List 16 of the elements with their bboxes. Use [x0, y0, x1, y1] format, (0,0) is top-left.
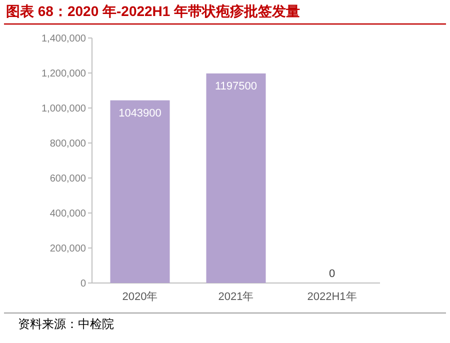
x-tick-label: 2021年	[218, 291, 254, 303]
y-tick-label: 200,000	[50, 244, 86, 254]
chart-title: 图表 68：2020 年-2022H1 年带状疱疹批签发量	[6, 3, 300, 19]
y-tick-label: 800,000	[50, 138, 86, 150]
y-tick-label: 1,000,000	[42, 104, 86, 114]
data-label: 1043900	[118, 107, 162, 120]
data-label: 1197500	[214, 80, 258, 92]
x-tick-label: 2020年	[122, 291, 158, 303]
y-tick-label: 0	[80, 278, 86, 290]
y-tick-label: 600,000	[50, 174, 86, 184]
y-tick-label: 400,000	[50, 208, 86, 220]
y-tick-label: 1,200,000	[42, 68, 86, 80]
y-tick-label: 1,400,000	[42, 34, 86, 44]
text: 资料来源：中检院	[18, 317, 114, 331]
x-tick-label: 2022H1年	[307, 291, 357, 303]
data-label: 0	[328, 268, 336, 280]
